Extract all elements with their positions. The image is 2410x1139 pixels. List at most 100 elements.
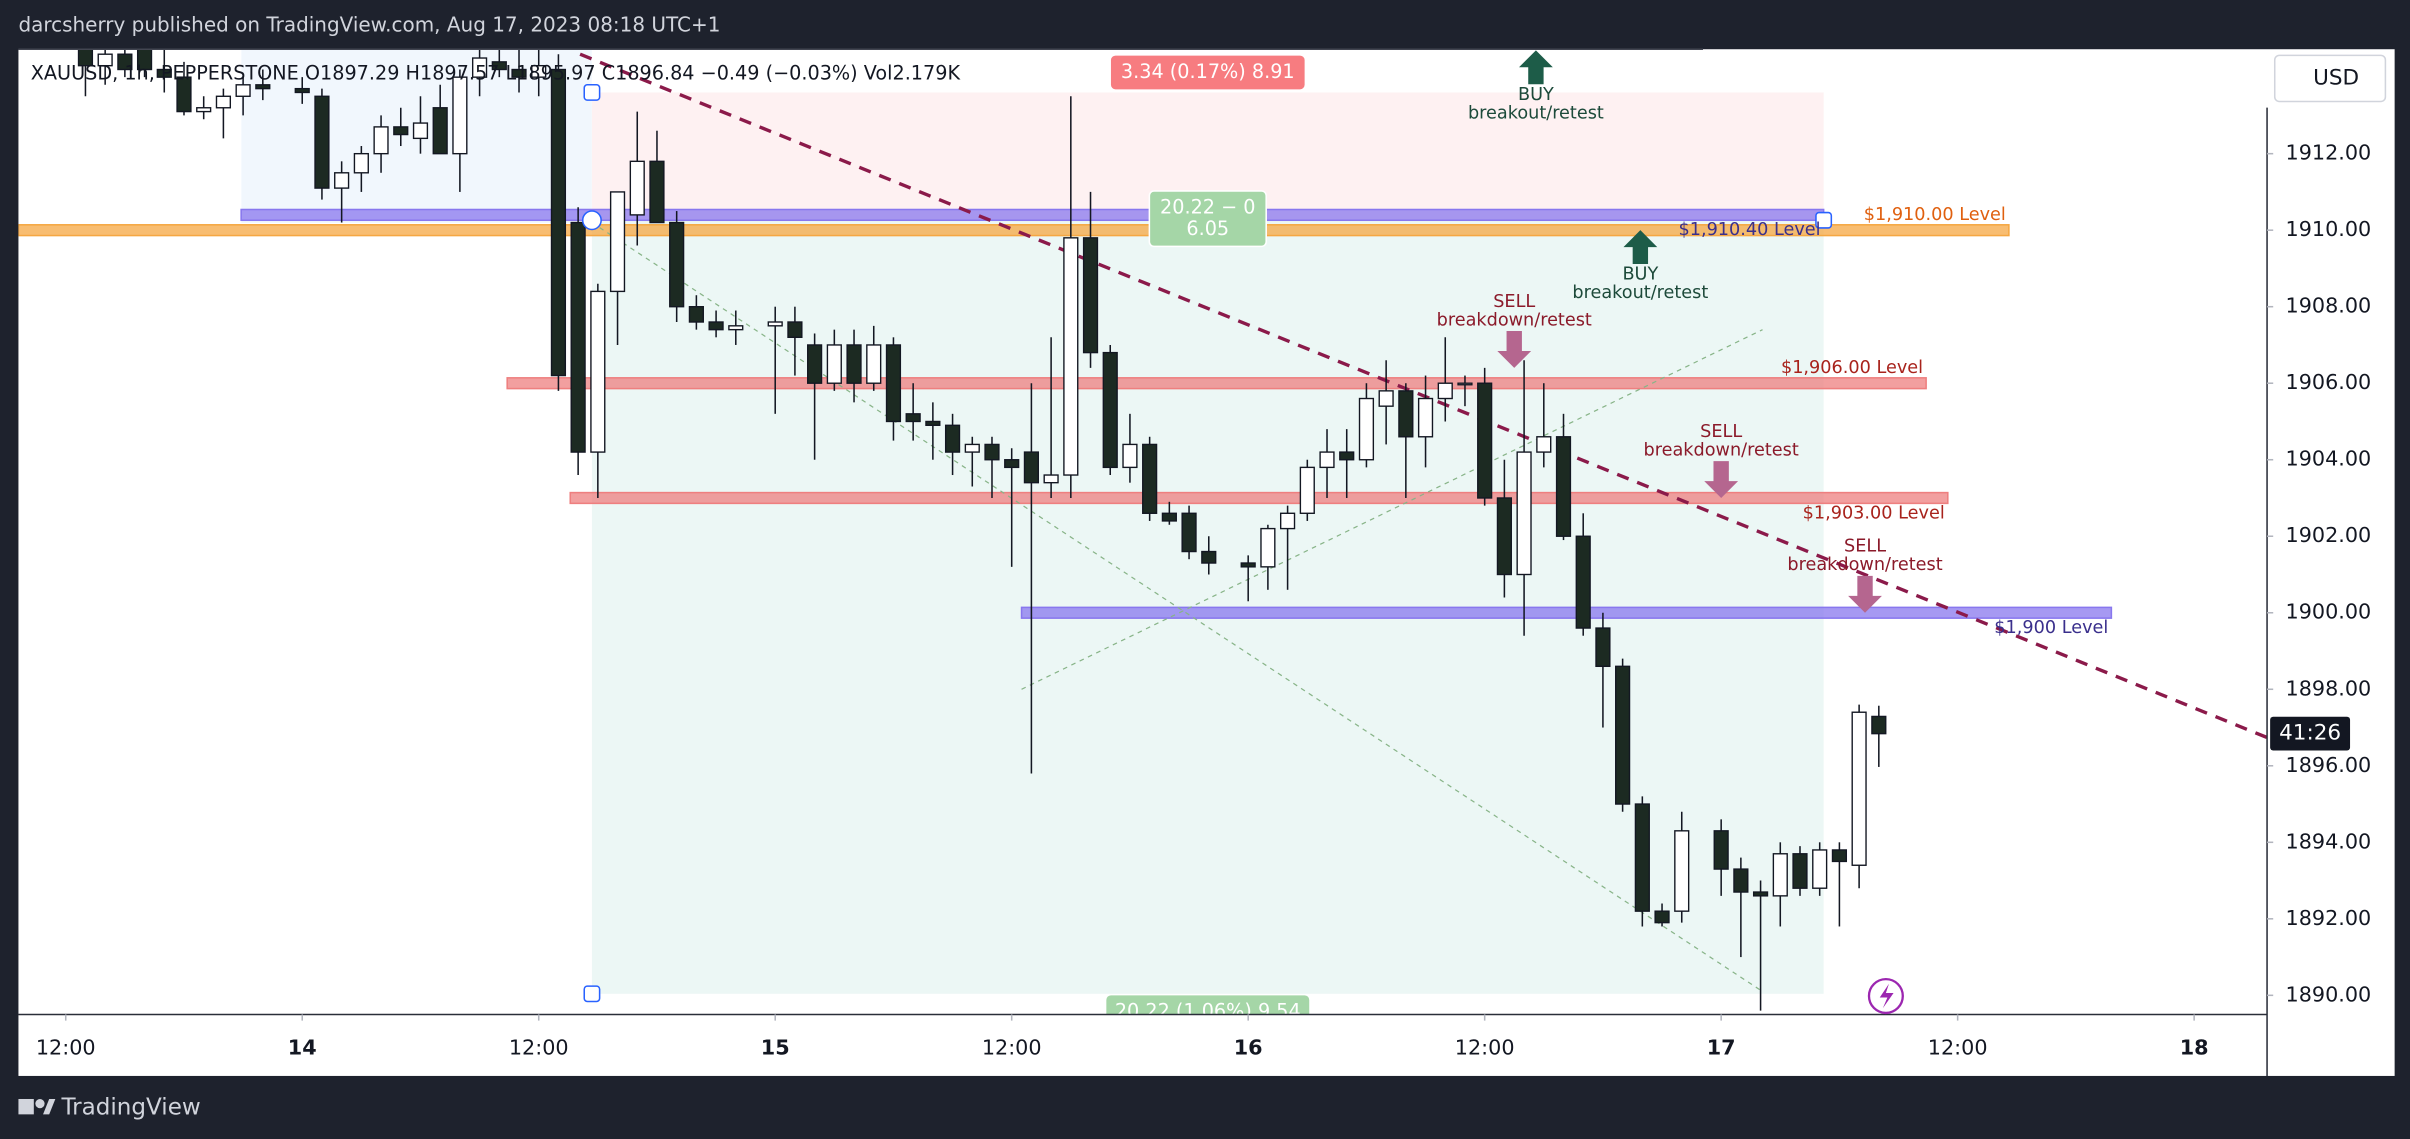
center-label: 20.22 − 0	[1160, 195, 1256, 218]
candle-body	[432, 107, 448, 155]
signal-note: breakout/retest	[1468, 103, 1604, 123]
center-label-box	[1148, 190, 1267, 248]
level-band	[1020, 606, 2113, 619]
y-tick-label: 1906.00	[2286, 370, 2372, 394]
candle-body	[215, 95, 232, 109]
candle-body	[97, 53, 113, 67]
candle-body	[1417, 397, 1434, 438]
price-tag	[2270, 716, 2351, 751]
candle-body	[393, 126, 409, 136]
candle-body	[767, 321, 783, 327]
y-tick-label: 1904.00	[2286, 447, 2372, 471]
candle-body	[1674, 830, 1690, 912]
x-tick-label: 12:00	[509, 1035, 569, 1059]
y-tick-label: 1908.00	[2286, 294, 2372, 318]
level-label: $1,910.00 Level	[1864, 205, 2006, 225]
candle-body	[826, 344, 842, 384]
level-label: $1,910.40 Level	[1678, 220, 1820, 240]
trendline	[591, 222, 1763, 993]
x-tick-label: 16	[1234, 1035, 1263, 1059]
signal-note: breakdown/retest	[1644, 440, 1799, 460]
candle-body	[1398, 390, 1414, 438]
center-label: 6.05	[1186, 217, 1229, 240]
signal-arrow	[1848, 575, 1882, 613]
candle-body	[984, 443, 1000, 461]
candle-body	[708, 321, 724, 331]
candle-body	[1575, 535, 1591, 629]
currency: USD	[2313, 65, 2359, 90]
footer-logo	[18, 1098, 56, 1115]
x-tick-label: 12:00	[1455, 1035, 1515, 1059]
candle-body	[1477, 382, 1493, 499]
candle-body	[1102, 351, 1118, 469]
candle-body	[1831, 849, 1848, 863]
candle-body	[944, 424, 961, 453]
candle-body	[156, 68, 172, 78]
x-tick-label: 12:00	[1928, 1035, 1988, 1059]
candle-body	[117, 53, 133, 71]
candle-body	[1260, 527, 1276, 568]
target-label: 20.22 (1.06%) 9.54	[1115, 1000, 1301, 1023]
candle-body	[925, 420, 941, 426]
candle-body	[1851, 711, 1867, 866]
stop-label-box	[1110, 55, 1305, 90]
signal-label: SELL	[1844, 537, 1886, 557]
level-label: $1,903.00 Level	[1803, 503, 1945, 523]
target-label-box	[1106, 995, 1310, 1015]
drawing-handle	[1815, 211, 1833, 229]
candle-body	[136, 49, 153, 71]
signal-arrow	[1623, 230, 1658, 264]
candle-body	[1319, 451, 1335, 469]
candle-body	[353, 152, 369, 174]
candle-body	[1752, 891, 1769, 897]
x-tick-label: 14	[288, 1035, 317, 1059]
candle-body	[412, 122, 429, 140]
y-tick-label: 1890.00	[2286, 982, 2372, 1006]
candle-body	[1496, 497, 1512, 576]
candle-body	[77, 49, 94, 67]
candle-body	[452, 76, 468, 155]
candle-body	[787, 321, 803, 338]
candle-body	[255, 84, 271, 90]
level-band	[240, 208, 1825, 222]
alert-bolt	[1879, 983, 1894, 1009]
candle-body	[669, 221, 685, 308]
x-tick-label: 18	[2180, 1035, 2209, 1059]
candle-body	[196, 107, 212, 113]
trendline	[579, 52, 2268, 740]
y-tick-label: 1912.00	[2286, 141, 2372, 165]
candle-body	[1378, 390, 1394, 407]
candle-body	[511, 68, 527, 78]
level-band	[18, 224, 2010, 237]
drawing-handle	[583, 985, 601, 1003]
signal-note: breakdown/retest	[1787, 555, 1942, 575]
candle-body	[866, 344, 882, 384]
signal-note: breakdown/retest	[1437, 310, 1592, 330]
candle-body	[590, 290, 606, 453]
candle-body	[846, 344, 862, 384]
legend: XAUUSD, 1h, PEPPERSTONE O1897.29 H1897.5…	[31, 61, 961, 84]
candle-body	[531, 64, 547, 78]
candle-body	[1812, 849, 1828, 889]
candle-body	[176, 76, 192, 113]
signal-arrow	[1704, 461, 1739, 498]
candle-body	[491, 61, 507, 71]
candle-body	[1023, 451, 1040, 484]
candle-body	[728, 325, 744, 331]
level-band	[506, 377, 1927, 390]
candle-body	[964, 443, 980, 453]
countdown: 41:26	[2279, 721, 2341, 746]
drawing-handle	[583, 84, 601, 101]
x-tick-label: 12:00	[982, 1035, 1042, 1059]
candle-body	[471, 57, 488, 78]
y-tick-label: 1892.00	[2286, 906, 2372, 930]
currency-box[interactable]	[2273, 54, 2387, 103]
candle-body	[1161, 512, 1177, 522]
candle-body	[1201, 550, 1217, 564]
trendline	[1021, 329, 1763, 690]
candle-body	[905, 413, 921, 423]
candle-body	[235, 84, 251, 97]
drawing-handle	[581, 210, 602, 231]
x-tick-label: 12:00	[36, 1035, 96, 1059]
